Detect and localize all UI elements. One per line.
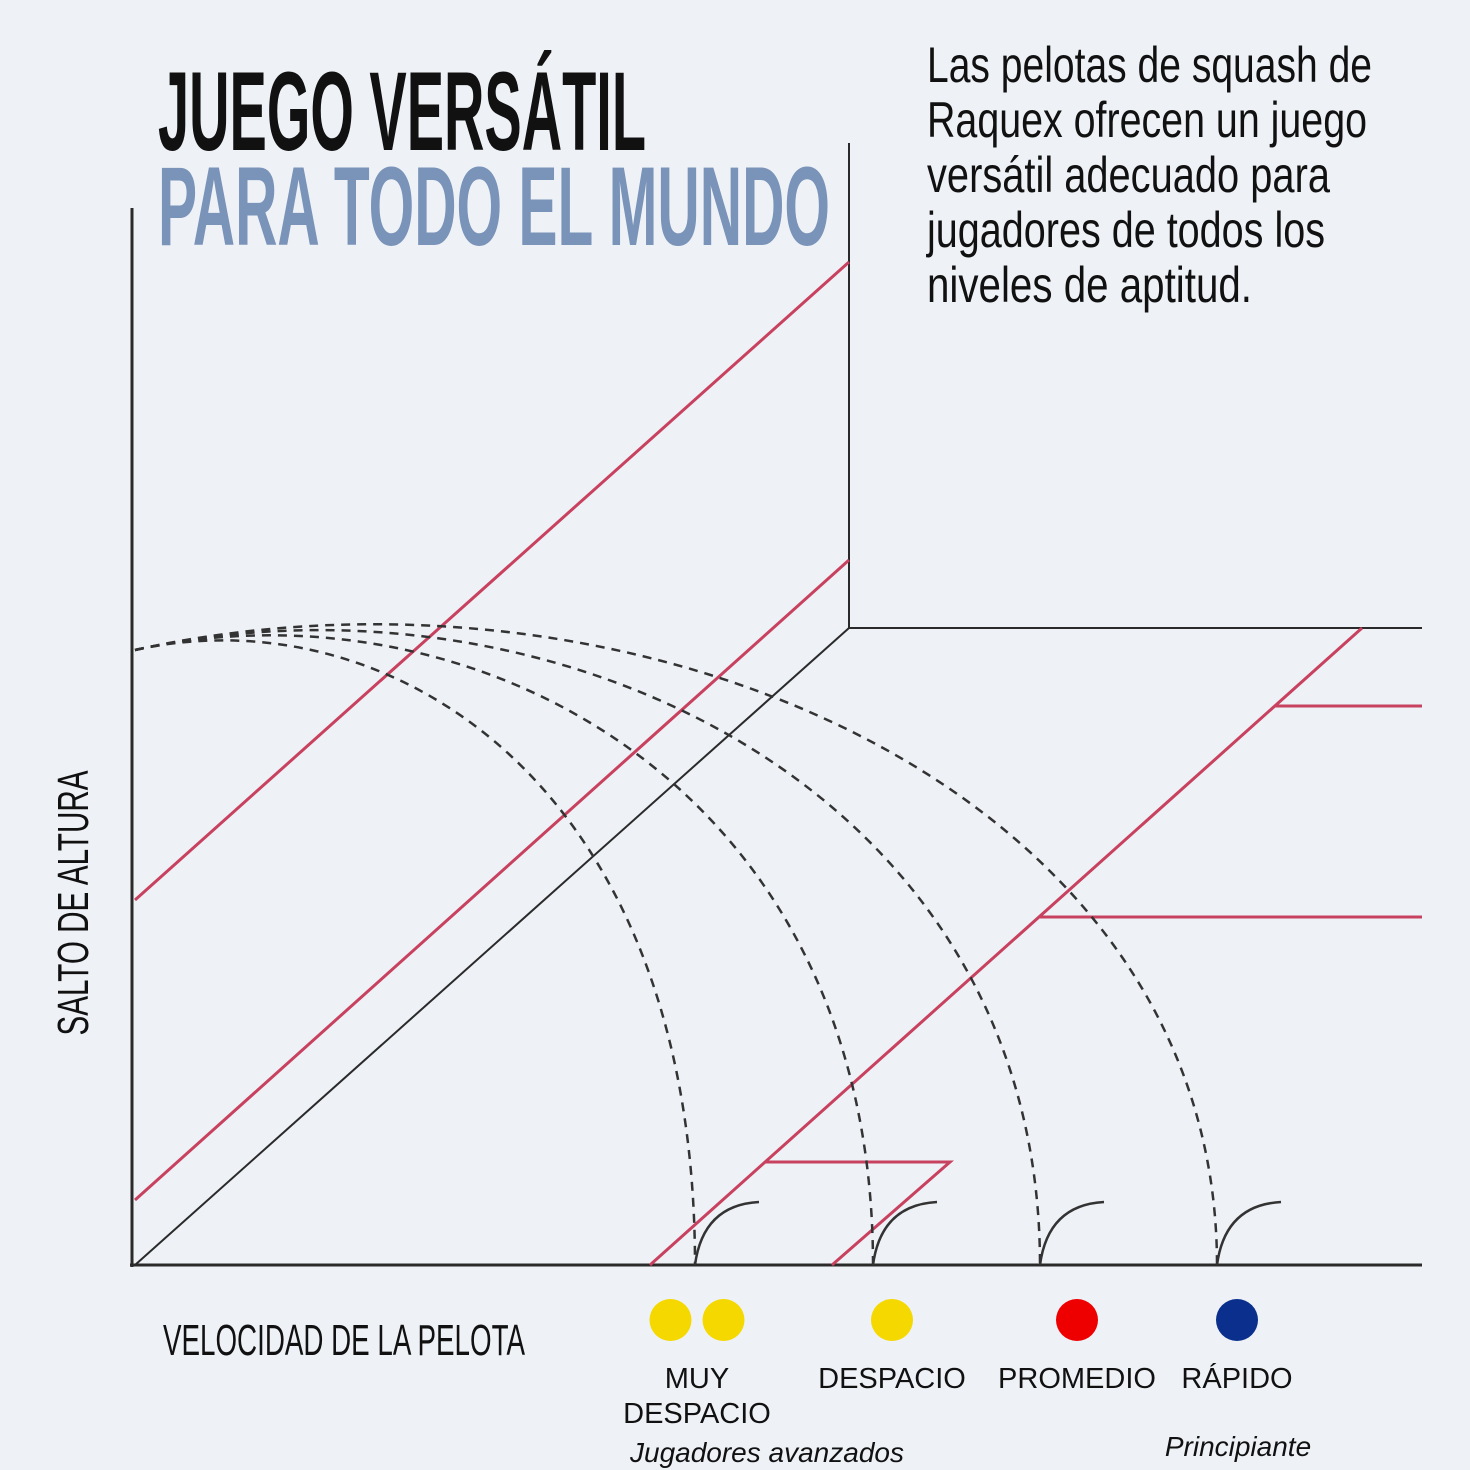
court-line	[648, 626, 1364, 1267]
ball-label: DESPACIO	[623, 1398, 771, 1430]
level-advanced: Jugadores avanzados	[629, 1437, 904, 1468]
trajectory	[134, 623, 1219, 1266]
ball	[649, 1299, 692, 1341]
trajectory	[134, 634, 875, 1266]
y-axis-label: SALTO DE ALTURA	[49, 770, 98, 1035]
trajectory	[134, 639, 697, 1266]
ball	[871, 1299, 913, 1341]
axes	[130, 143, 1422, 1267]
level-beginner: Principiante	[1165, 1431, 1311, 1462]
bounce	[1038, 1200, 1105, 1266]
corner-line	[134, 627, 850, 1266]
x-axis-label: VELOCIDAD DE LA PELOTA	[163, 1316, 525, 1365]
description-line: jugadores de todos los	[925, 202, 1325, 258]
bounce	[693, 1200, 760, 1266]
title-line1: JUEGO VERSÁTIL	[158, 49, 646, 174]
ball-label: DESPACIO	[818, 1363, 966, 1395]
trajectories	[134, 623, 1282, 1266]
description-line: versátil adecuado para	[927, 147, 1330, 203]
description-line: Las pelotas de squash de	[927, 37, 1372, 93]
ball	[1056, 1299, 1098, 1341]
ball-label: PROMEDIO	[998, 1363, 1156, 1395]
title-line2: PARA TODO EL MUNDO	[158, 144, 830, 269]
ball-label: MUY	[665, 1363, 729, 1395]
ball-label: RÁPIDO	[1181, 1362, 1292, 1395]
ball	[1216, 1299, 1258, 1341]
bounce	[871, 1200, 938, 1266]
court-lines	[133, 260, 1422, 1267]
trajectory	[134, 628, 1042, 1266]
description-line: niveles de aptitud.	[927, 257, 1252, 313]
court-line	[133, 558, 851, 1202]
ball	[702, 1299, 745, 1341]
court-line	[134, 260, 850, 902]
bounce	[1215, 1200, 1282, 1266]
description-line: Raquex ofrecen un juego	[927, 92, 1367, 148]
